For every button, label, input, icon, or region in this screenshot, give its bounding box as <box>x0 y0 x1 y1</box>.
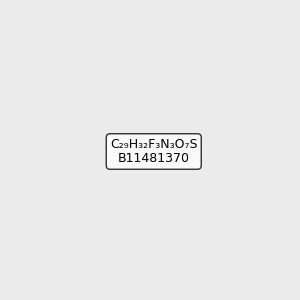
Text: C₂₉H₃₂F₃N₃O₇S
B11481370: C₂₉H₃₂F₃N₃O₇S B11481370 <box>110 137 197 166</box>
